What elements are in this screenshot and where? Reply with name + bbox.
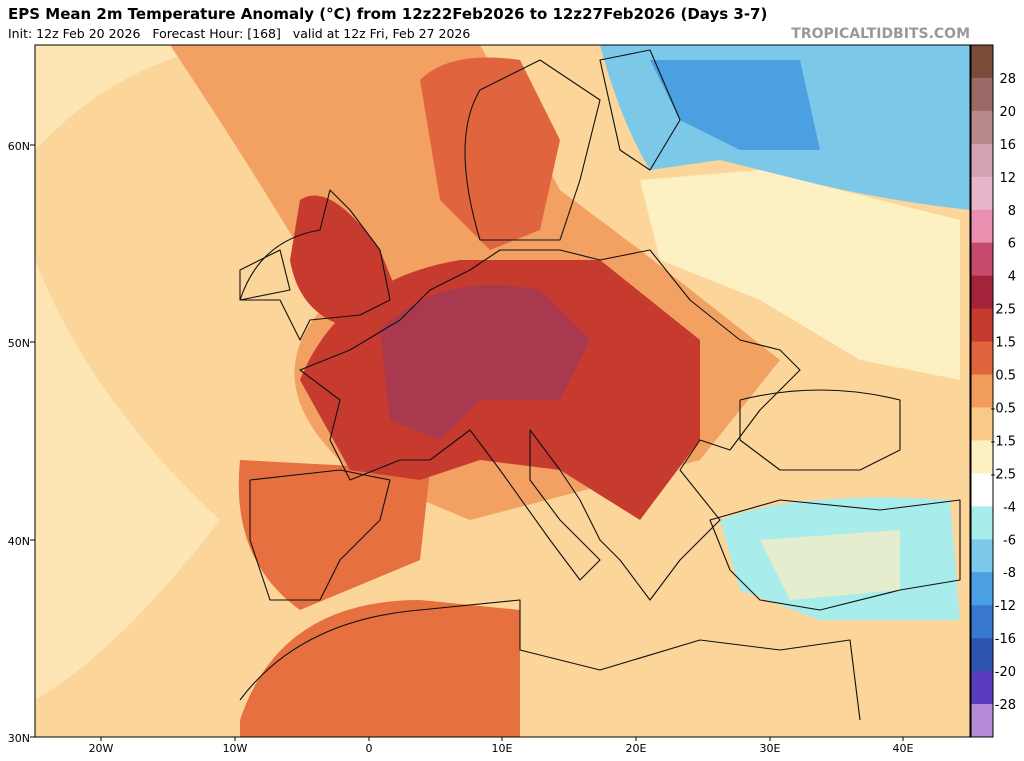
colorbar-swatch <box>971 110 993 145</box>
colorbar-swatch <box>971 176 993 211</box>
colorbar-swatch <box>971 506 993 540</box>
colorbar-label: 6 <box>1008 237 1016 252</box>
colorbar-swatch <box>971 539 993 573</box>
colorbar-swatch <box>971 638 993 672</box>
colorbar-swatch <box>971 704 993 738</box>
map-field <box>35 45 970 737</box>
neutral-area <box>640 170 960 380</box>
lat-label: 60N <box>8 140 30 153</box>
map-axes: 60N 50N 40N 30N 20W 10W 0 10E 20E 30E 40E <box>8 140 914 755</box>
lon-label: 30E <box>760 742 781 755</box>
coastline <box>239 249 291 301</box>
colorbar-label: 1.5 <box>995 336 1016 351</box>
colorbar-label: -6 <box>1003 533 1016 548</box>
colorbar-label: 8 <box>1008 204 1016 219</box>
colorbar-swatch <box>971 341 993 376</box>
hottest-area <box>380 285 590 440</box>
coastline <box>239 599 861 721</box>
colorbar-label: 16 <box>999 138 1016 153</box>
lon-label: 20E <box>626 742 647 755</box>
coastline <box>709 499 961 611</box>
coastline <box>249 469 391 601</box>
lon-label: 10E <box>492 742 513 755</box>
colorbar-swatch <box>971 374 993 408</box>
colorbar-swatch <box>971 242 993 277</box>
colorbar-label: -28 <box>995 698 1016 713</box>
colorbar-label: -4 <box>1003 500 1016 515</box>
warm-area <box>238 460 520 737</box>
warm-area <box>420 57 560 250</box>
colorbar-label: 0.5 <box>995 369 1016 384</box>
colorbar-label: 28 <box>999 72 1016 87</box>
colorbar-label: -20 <box>995 665 1016 680</box>
colorbar: 28 20 16 12 8 6 4 2.5 1.5 0.5 -0.5 -1.5 -2.5 -4 -6 -8 -1… <box>970 44 1016 738</box>
colorbar-swatch <box>971 275 993 310</box>
cold-area <box>650 60 820 150</box>
colorbar-frame <box>970 44 994 738</box>
lat-label: 50N <box>8 337 30 350</box>
colorbar-swatch <box>971 45 993 79</box>
colorbar-label: -1.5 <box>991 434 1016 449</box>
coastline <box>464 49 681 241</box>
pale-area <box>35 45 230 700</box>
colorbar-label: -16 <box>995 632 1016 647</box>
lat-label: 40N <box>8 535 30 548</box>
colorbar-label: -12 <box>995 599 1016 614</box>
colorbar-swatch <box>971 143 993 178</box>
coastline <box>739 389 901 471</box>
colorbar-swatch <box>971 209 993 244</box>
colorbar-label: -8 <box>1003 566 1016 581</box>
colorbar-label: 4 <box>1008 270 1016 285</box>
colorbar-label: -0.5 <box>991 401 1016 416</box>
coastline <box>239 189 391 341</box>
lon-label: 40E <box>893 742 914 755</box>
lat-label: 30N <box>8 732 30 745</box>
title: EPS Mean 2m Temperature Anomaly (°C) fro… <box>8 5 767 23</box>
colorbar-swatch <box>971 440 993 474</box>
lon-label: 20W <box>89 742 114 755</box>
neutral-area <box>760 530 900 600</box>
colorbar-swatch <box>971 407 993 441</box>
coastline <box>299 249 801 601</box>
colorbar-label: 2.5 <box>995 303 1016 318</box>
colorbar-swatch <box>971 77 993 112</box>
lon-label: 10W <box>223 742 248 755</box>
colorbar-swatch <box>971 473 993 507</box>
colorbar-swatch <box>971 572 993 606</box>
colorbar-swatch <box>971 605 993 639</box>
brand: TROPICALTIDBITS.COM <box>791 26 970 42</box>
colorbar-label: 12 <box>999 171 1016 186</box>
subtitle: Init: 12z Feb 20 2026 Forecast Hour: [16… <box>8 26 470 41</box>
colorbar-label: 20 <box>999 105 1016 120</box>
colorbar-label: -2.5 <box>991 467 1016 482</box>
colorbar-swatch <box>971 671 993 705</box>
colorbar-swatch <box>971 308 993 343</box>
lon-label: 0 <box>366 742 373 755</box>
